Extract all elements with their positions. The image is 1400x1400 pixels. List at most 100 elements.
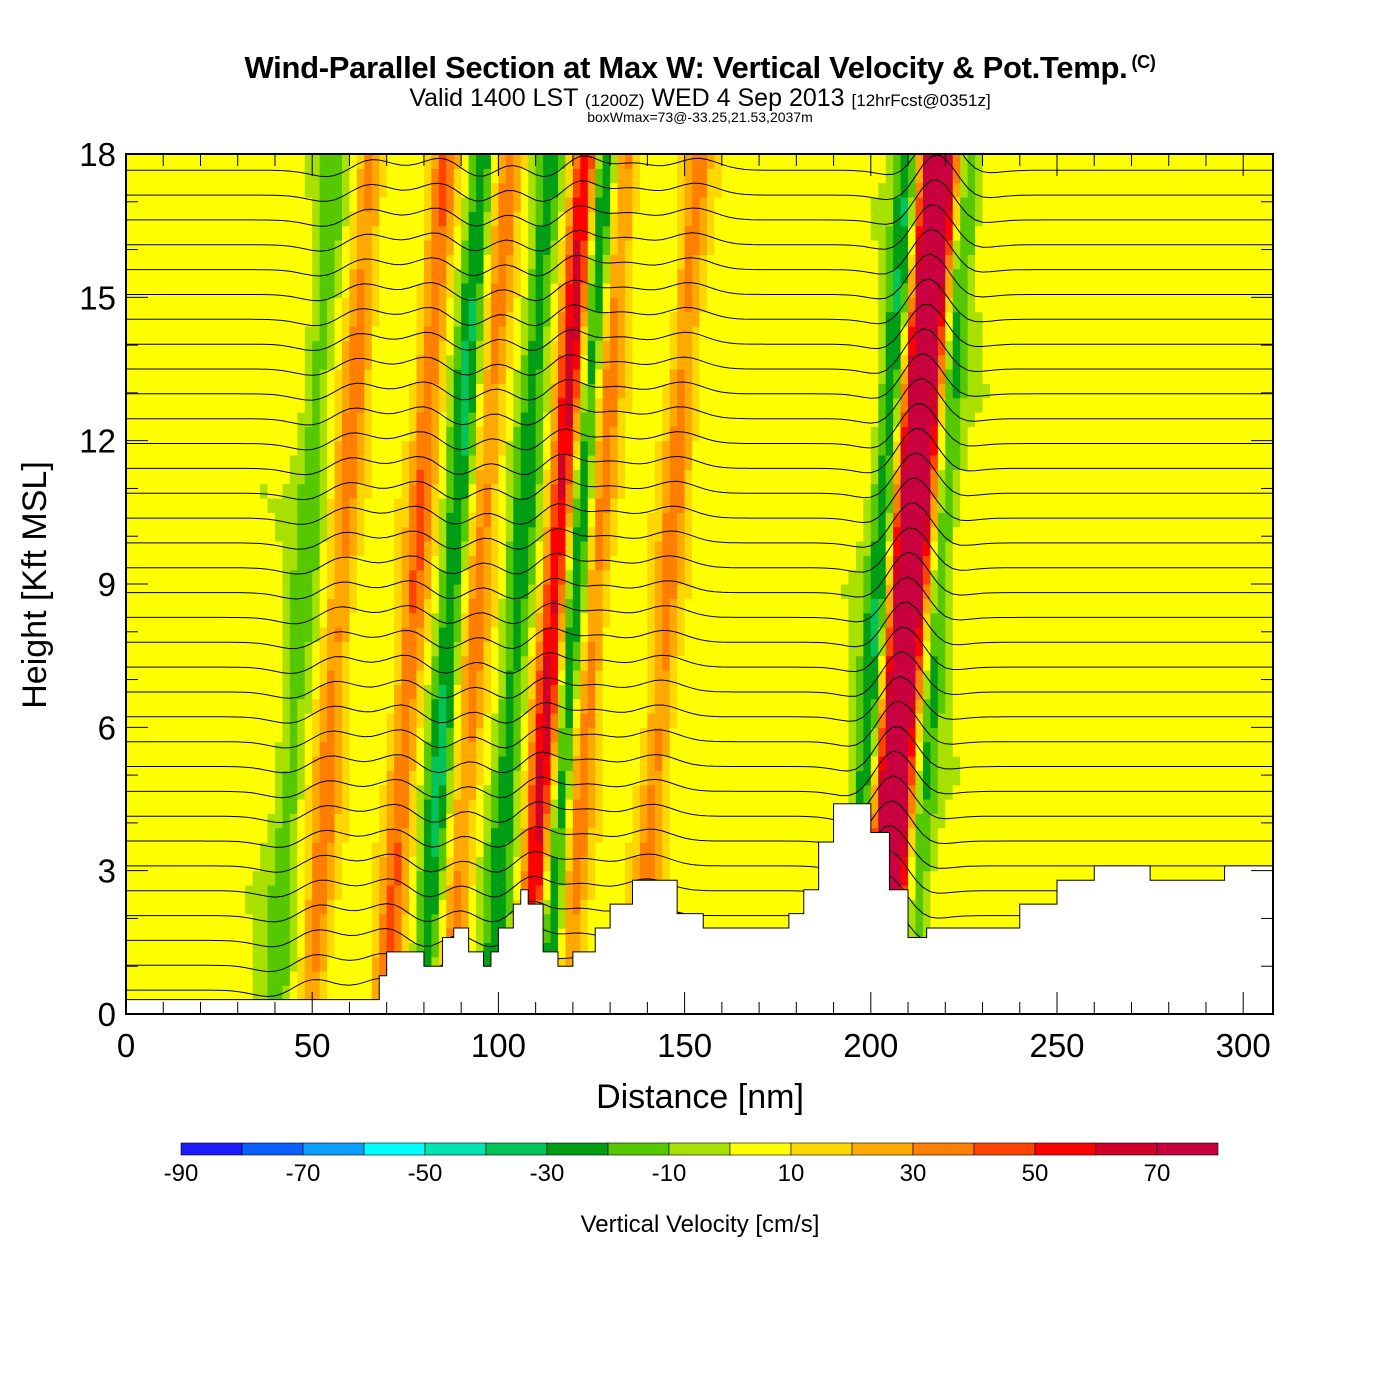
field-cell — [126, 870, 135, 886]
field-cell — [498, 655, 507, 671]
field-cell — [207, 913, 216, 929]
field-cell — [610, 369, 619, 384]
field-cell — [364, 254, 373, 270]
field-cell — [498, 483, 507, 499]
field-cell — [252, 340, 261, 356]
field-cell — [543, 526, 552, 542]
field-cell — [468, 197, 477, 212]
field-cell — [304, 684, 313, 700]
field-cell — [647, 354, 656, 370]
field-cell — [356, 627, 365, 642]
field-cell — [729, 913, 738, 929]
field-cell — [580, 698, 589, 714]
field-cell — [572, 698, 581, 714]
field-cell — [423, 942, 432, 958]
field-cell — [222, 942, 231, 958]
field-cell — [736, 168, 745, 184]
field-cell — [461, 211, 470, 227]
field-cell — [468, 297, 477, 313]
field-cell — [260, 283, 269, 298]
field-cell — [252, 440, 261, 456]
field-cell — [416, 684, 425, 700]
field-cell — [468, 383, 477, 399]
field-cell — [193, 555, 202, 571]
field-cell — [379, 211, 388, 227]
field-cell — [289, 225, 298, 241]
field-cell — [386, 311, 395, 327]
field-cell — [371, 340, 380, 356]
field-cell — [274, 182, 284, 198]
field-cell — [498, 154, 507, 169]
field-cell — [535, 813, 544, 829]
field-cell — [498, 512, 507, 528]
field-cell — [677, 684, 686, 700]
field-cell — [409, 756, 418, 771]
field-cell — [133, 784, 142, 800]
field-cell — [327, 684, 336, 700]
field-cell — [736, 383, 745, 399]
field-cell — [260, 268, 269, 284]
field-cell — [490, 483, 500, 499]
field-cell — [133, 455, 142, 470]
field-cell — [200, 741, 209, 757]
field-cell — [267, 211, 276, 227]
field-cell — [684, 899, 693, 915]
field-cell — [528, 498, 537, 513]
field-cell — [692, 412, 701, 427]
field-cell — [535, 655, 544, 671]
field-cell — [319, 254, 328, 270]
field-cell — [289, 770, 298, 786]
field-cell — [178, 784, 187, 800]
field-cell — [647, 641, 656, 657]
field-cell — [200, 870, 209, 886]
field-cell — [327, 698, 336, 714]
field-cell — [476, 741, 485, 757]
field-cell — [505, 598, 514, 614]
field-cell — [654, 412, 663, 427]
field-cell — [595, 799, 604, 814]
field-cell — [729, 870, 738, 886]
field-cell — [341, 469, 351, 485]
field-cell — [602, 340, 611, 356]
field-cell — [327, 727, 336, 743]
field-cell — [237, 211, 246, 227]
field-cell — [237, 469, 246, 485]
field-cell — [386, 512, 395, 528]
field-cell — [729, 727, 738, 743]
field-cell — [341, 956, 351, 972]
field-cell — [409, 784, 418, 800]
field-cell — [401, 326, 410, 341]
field-cell — [155, 154, 164, 169]
field-cell — [260, 612, 269, 628]
field-cell — [476, 598, 485, 614]
field-cell — [617, 283, 626, 298]
field-cell — [312, 813, 321, 829]
field-cell — [200, 641, 209, 657]
field-cell — [178, 197, 187, 212]
field-cell — [289, 584, 298, 599]
field-cell — [245, 684, 254, 700]
field-cell — [260, 698, 269, 714]
field-cell — [260, 397, 269, 413]
field-cell — [468, 928, 477, 943]
field-cell — [543, 842, 552, 857]
field-cell — [185, 756, 194, 771]
field-cell — [595, 483, 604, 499]
field-cell — [610, 770, 619, 786]
field-cell — [379, 784, 388, 800]
field-cell — [453, 899, 462, 915]
field-cell — [431, 770, 440, 786]
field-cell — [438, 354, 447, 370]
field-cell — [610, 512, 619, 528]
field-cell — [319, 440, 328, 456]
field-cell — [572, 842, 581, 857]
field-cell — [222, 240, 231, 255]
field-cell — [364, 985, 373, 1001]
field-cell — [312, 311, 321, 327]
field-cell — [252, 770, 261, 786]
field-cell — [580, 240, 589, 255]
field-cell — [602, 569, 611, 585]
field-cell — [245, 598, 254, 614]
field-cell — [595, 182, 604, 198]
field-cell — [312, 326, 321, 341]
